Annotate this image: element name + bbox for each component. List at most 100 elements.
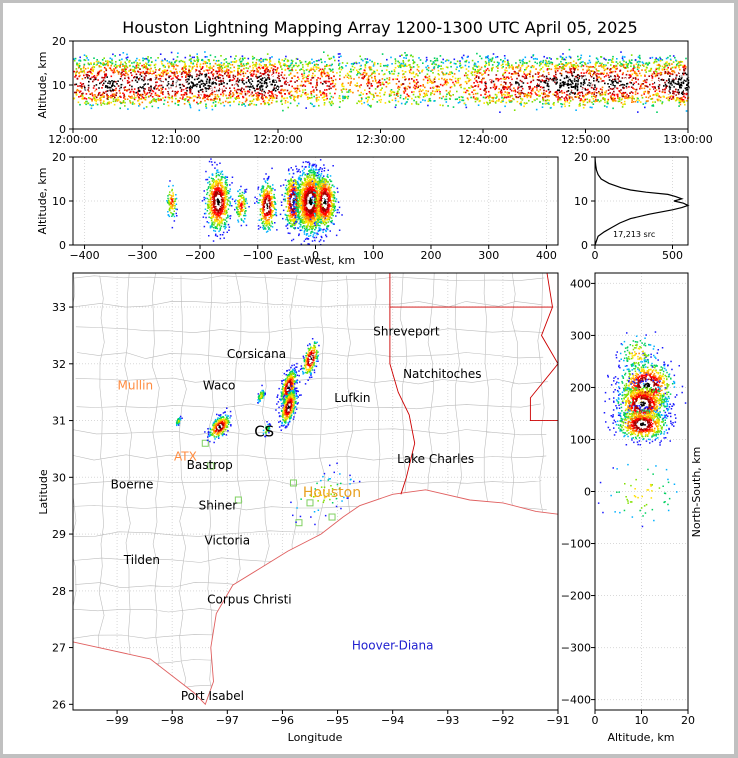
source-point [158, 95, 161, 97]
source-point [199, 72, 202, 75]
source-point [565, 56, 568, 59]
source-point [123, 97, 125, 99]
source-point [508, 92, 510, 94]
source-point [250, 87, 252, 90]
source-point [141, 77, 143, 80]
source-point [250, 70, 253, 72]
source-point [620, 102, 623, 104]
source-point [221, 75, 224, 77]
source-point [629, 96, 632, 99]
source-point [601, 62, 603, 65]
source-point [288, 84, 290, 86]
source-point [531, 88, 534, 90]
source-point [640, 83, 643, 86]
source-point [168, 94, 171, 96]
source-point [612, 84, 614, 86]
source-point [432, 61, 435, 63]
source-point [641, 69, 643, 71]
source-point [550, 106, 552, 109]
source-point [663, 96, 665, 98]
source-point [260, 78, 263, 80]
source-point [379, 101, 382, 103]
source-point [612, 100, 614, 103]
source-point [219, 85, 221, 87]
source-point [181, 76, 183, 78]
source-point [652, 101, 654, 103]
source-point [474, 77, 476, 80]
source-point [379, 65, 382, 67]
source-point [503, 72, 505, 75]
source-point [511, 64, 513, 66]
source-point [620, 63, 622, 65]
source-point [236, 92, 238, 95]
source-point [242, 72, 244, 75]
source-point [394, 60, 397, 62]
source-point [511, 78, 513, 81]
source-point [466, 74, 469, 77]
source-point [167, 104, 170, 107]
source-point [143, 86, 145, 89]
source-point [596, 76, 598, 78]
source-point [234, 57, 236, 60]
source-point [545, 90, 548, 92]
source-point [280, 100, 282, 103]
source-point [339, 66, 341, 69]
source-point [637, 70, 640, 72]
source-point [135, 67, 137, 70]
source-point [581, 87, 583, 90]
source-point [271, 90, 273, 93]
source-point [564, 99, 566, 101]
source-point [190, 89, 192, 91]
source-point [436, 86, 439, 88]
source-point [412, 59, 414, 61]
source-point [619, 82, 622, 85]
source-point [438, 89, 440, 91]
source-point [524, 94, 527, 97]
source-point [632, 67, 634, 70]
source-point [540, 62, 542, 65]
source-point [545, 74, 548, 76]
source-point [501, 95, 503, 97]
source-point [118, 76, 120, 78]
source-point [577, 92, 580, 94]
source-point [170, 84, 173, 87]
source-point [134, 79, 137, 82]
source-point [218, 64, 221, 67]
source-point [657, 93, 659, 95]
source-point [529, 96, 532, 99]
source-point [521, 99, 524, 101]
source-point [650, 87, 652, 89]
source-point [103, 76, 106, 79]
source-point [159, 76, 161, 78]
source-point [87, 62, 90, 65]
source-point [560, 56, 562, 58]
source-point [543, 75, 545, 78]
source-point [196, 61, 199, 64]
source-point [214, 62, 217, 65]
source-point [188, 96, 190, 98]
source-point [139, 68, 141, 70]
source-point [632, 92, 634, 94]
source-point [235, 60, 238, 62]
source-point [229, 70, 232, 73]
source-point [398, 88, 400, 91]
source-point [211, 67, 213, 69]
source-point [603, 91, 606, 94]
source-point [155, 100, 157, 103]
source-point [93, 97, 96, 100]
source-point [289, 95, 291, 98]
source-point [600, 64, 603, 66]
source-point [241, 80, 244, 82]
source-point [320, 88, 322, 91]
source-point [210, 88, 213, 91]
source-point [420, 90, 423, 92]
source-point [622, 103, 624, 106]
source-point [544, 82, 547, 84]
source-point [370, 85, 373, 87]
source-point [670, 98, 673, 100]
source-point [381, 83, 384, 85]
source-point [351, 65, 354, 68]
source-point [640, 74, 642, 77]
source-point [147, 68, 149, 70]
source-point [416, 68, 419, 71]
